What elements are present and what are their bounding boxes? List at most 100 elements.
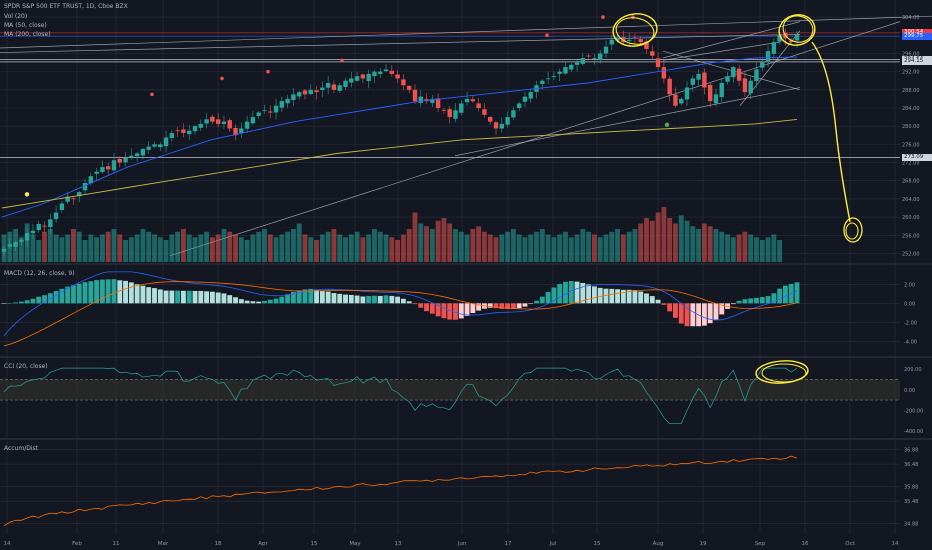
macd-histogram-bar <box>204 291 210 304</box>
macd-histogram-bar <box>493 303 499 309</box>
candle-body <box>279 101 285 108</box>
volume-bar <box>505 231 511 262</box>
cci-pane[interactable]: CCI (20, close) <box>0 363 900 425</box>
macd-histogram-bar <box>157 289 163 304</box>
ma200-legend[interactable]: MA (200, close) <box>4 31 51 38</box>
candle-body <box>134 153 140 157</box>
macd-histogram-bar <box>441 303 447 319</box>
volume-bar <box>493 237 499 262</box>
volume-bar <box>424 226 429 262</box>
candle-body <box>528 92 533 99</box>
price-tick-label: 304.00 <box>902 15 920 21</box>
time-tick-label: Sep <box>755 541 766 547</box>
macd-histogram-bar <box>765 296 771 304</box>
candle-body <box>679 98 684 104</box>
macd-histogram-bar <box>152 288 157 304</box>
trend-line <box>662 21 801 59</box>
candle-body <box>754 69 759 82</box>
macd-histogram-bar <box>516 303 522 309</box>
volume-bar <box>227 231 233 262</box>
time-tick-label: Apr <box>258 541 268 547</box>
macd-histogram-bar <box>574 281 580 304</box>
macd-histogram-bar <box>736 300 742 304</box>
candle-body <box>233 127 238 136</box>
macd-histogram-bar <box>453 303 458 320</box>
time-tick-label: 14 <box>892 541 899 547</box>
macd-histogram-bar <box>429 303 435 314</box>
candle-body <box>430 98 435 103</box>
volume-bar <box>215 234 221 262</box>
candle-body <box>707 84 713 102</box>
candle-body <box>175 130 180 132</box>
volume-bar <box>354 231 360 262</box>
volume-bar <box>181 229 186 262</box>
macd-histogram-bar <box>99 279 105 304</box>
candle-body <box>603 46 609 54</box>
volume-bar <box>580 229 586 262</box>
candle-body <box>77 192 82 197</box>
candle-body <box>661 67 667 79</box>
macd-line <box>3 271 798 336</box>
volume-bar <box>429 229 435 262</box>
volume-bar <box>76 231 82 262</box>
volume-bar <box>759 240 765 262</box>
macd-pane[interactable]: MACD (12, 26, close, 9) <box>1 270 800 347</box>
annotation-circle <box>845 222 859 240</box>
volume-legend[interactable]: Vol (20) <box>4 13 28 20</box>
macd-histogram-bar <box>754 297 759 304</box>
macd-histogram-bar <box>140 285 146 304</box>
candle-body <box>331 84 337 90</box>
volume-bar <box>395 240 401 262</box>
volume-bar <box>441 218 447 262</box>
volume-bar <box>406 229 412 262</box>
volume-bar <box>725 234 730 262</box>
macd-histogram-bar <box>123 280 128 304</box>
candle-body <box>765 51 771 62</box>
time-tick-label: Mar <box>158 541 169 547</box>
candle-body <box>244 121 250 129</box>
candle-body <box>59 203 65 210</box>
price-tick-label: 288.00 <box>902 88 920 94</box>
volume-bar <box>18 237 24 262</box>
candle-body <box>337 85 342 91</box>
volume-bar <box>510 229 516 262</box>
macd-histogram-bar <box>435 303 441 317</box>
time-tick-label: 18 <box>215 541 222 547</box>
volume-bar <box>273 237 279 262</box>
price-pane[interactable] <box>0 15 932 257</box>
macd-histogram-bar <box>458 303 464 319</box>
macd-histogram-bar <box>319 290 325 304</box>
volume-bar <box>470 229 476 262</box>
candle-body <box>285 98 290 104</box>
volume-bar <box>464 234 470 262</box>
volume-bar <box>528 234 534 262</box>
candle-body <box>592 58 597 59</box>
volume-bar <box>262 229 267 262</box>
volume-bar <box>105 231 111 262</box>
volume-bar <box>649 220 655 262</box>
ma50-legend[interactable]: MA (50, close) <box>4 22 47 29</box>
price-tick-label: 260.00 <box>902 215 920 221</box>
volume-bar <box>88 234 94 262</box>
volume-bar <box>534 231 539 262</box>
volume-bar <box>285 231 291 262</box>
candle-body <box>239 128 244 133</box>
candle-body <box>771 42 777 54</box>
macd-histogram-bar <box>117 280 123 304</box>
macd-histogram-bar <box>649 296 655 304</box>
candle-body <box>406 85 412 90</box>
volume-bar <box>574 234 580 262</box>
volume-bar <box>325 231 331 262</box>
macd-histogram-bar <box>771 293 777 304</box>
volume-bar <box>557 234 563 262</box>
candle-body <box>482 109 487 115</box>
volume-bar <box>30 234 36 262</box>
macd-histogram-bar <box>192 290 198 304</box>
ma50-line <box>1 56 798 218</box>
time-tick-label: 11 <box>113 541 120 547</box>
candle-body <box>129 155 134 158</box>
candle-body <box>314 90 319 93</box>
candle-body <box>551 76 557 78</box>
accum-dist-pane[interactable]: Accum/Dist <box>3 445 798 527</box>
